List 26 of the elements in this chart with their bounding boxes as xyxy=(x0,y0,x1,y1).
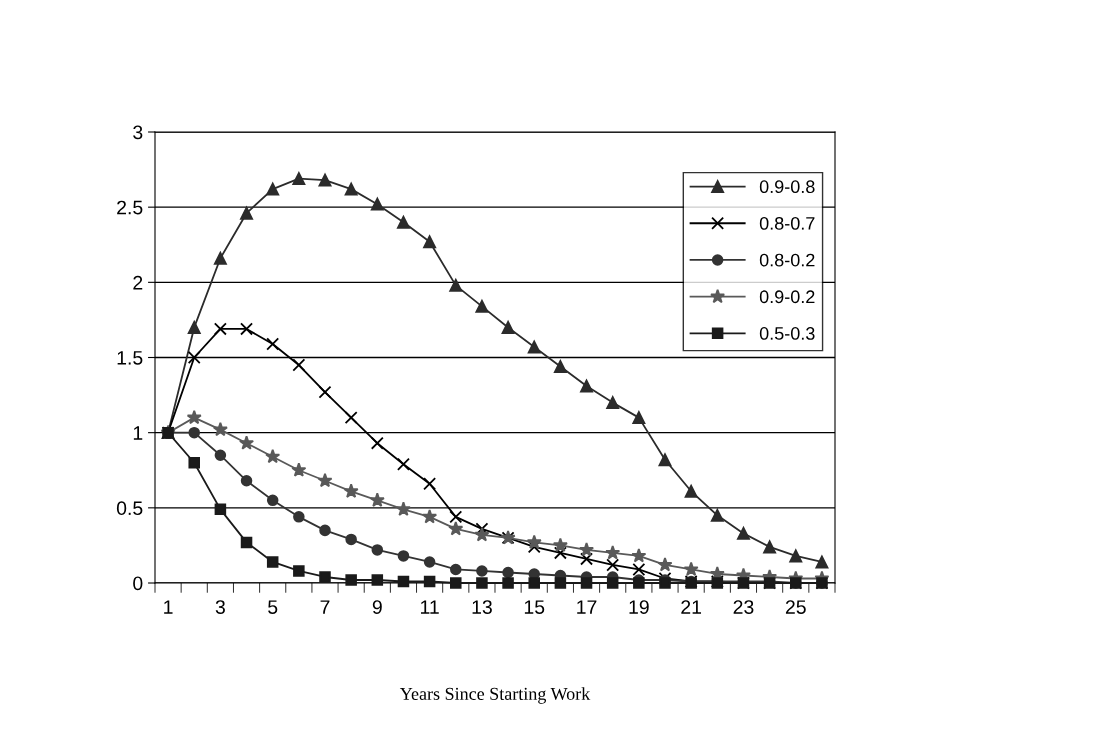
x-tick-label: 3 xyxy=(215,600,225,614)
legend-label: 0.5-0.3 xyxy=(759,327,815,340)
x-tick-label: 9 xyxy=(372,600,382,614)
x-tick-label: 15 xyxy=(524,600,545,614)
x-tick-label: 1 xyxy=(164,600,173,614)
x-tick-label: 11 xyxy=(421,600,439,614)
y-tick-label: 2.5 xyxy=(117,200,143,215)
legend-label: 0.8-0.2 xyxy=(759,253,815,267)
x-tick-label: 19 xyxy=(629,600,649,614)
y-tick-label: 0 xyxy=(133,576,143,591)
x-tick-label: 13 xyxy=(472,600,492,614)
x-tick-label: 25 xyxy=(785,600,806,614)
x-tick-label: 21 xyxy=(681,600,702,614)
x-axis-title: Years Since Starting Work xyxy=(399,687,591,704)
x-tick-label: 5 xyxy=(268,600,278,614)
legend-label: 0.9-0.2 xyxy=(759,290,815,304)
y-tick-label: 2 xyxy=(133,275,143,290)
legend-label: 0.8-0.7 xyxy=(759,216,815,230)
x-tick-label: 17 xyxy=(577,600,597,614)
legend-label: 0.9-0.8 xyxy=(759,180,815,194)
y-tick-label: 1 xyxy=(133,426,143,440)
y-tick-label: 1.5 xyxy=(117,351,143,365)
x-tick-label: 7 xyxy=(320,600,330,614)
y-tick-label: 3 xyxy=(133,125,143,140)
y-tick-label: 0.5 xyxy=(116,501,143,516)
x-tick-label: 23 xyxy=(733,600,754,614)
